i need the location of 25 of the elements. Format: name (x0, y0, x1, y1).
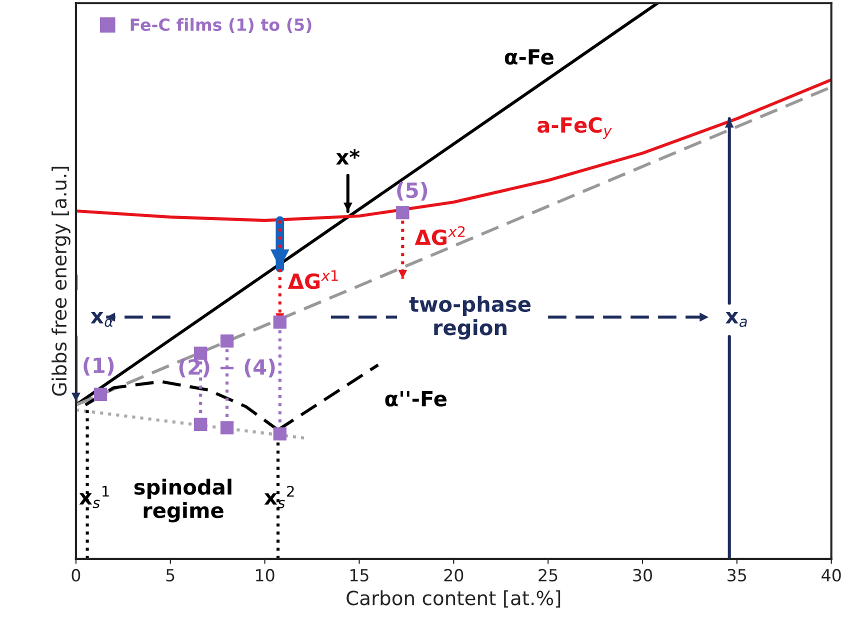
annotation: x* (336, 149, 360, 164)
x-tick-label: 5 (166, 569, 174, 582)
y-axis-title: Gibbs free energy [a.u.] (52, 166, 70, 396)
annotation: x$_{a}$ (726, 312, 747, 327)
x-tick-label: 35 (728, 568, 746, 582)
x-tick-label: 40 (822, 568, 841, 582)
annotation: α''-Fe (385, 391, 446, 407)
annotation: ΔG$^{x1}$ (288, 270, 338, 290)
annotation: (1) (84, 357, 114, 376)
annotation: spinodal regime (134, 478, 232, 522)
annotation: x$_{α}$ (90, 312, 114, 327)
x-tick-label: 30 (633, 568, 652, 582)
annotation: a-FeC$_{y}$ (537, 117, 612, 140)
annotation: α-Fe (504, 49, 554, 65)
x-tick-label: 10 (256, 568, 274, 582)
legend-label: Fe-C films (1) to (5) (130, 18, 312, 33)
annotation: x$_{s}$$^{2}$ (264, 486, 294, 508)
x-tick-label: 20 (444, 568, 464, 582)
annotation: ΔG$^{x2}$ (414, 226, 465, 246)
x-tick-label: 15 (350, 569, 368, 582)
annotation: two-phase region (409, 296, 531, 340)
x-tick-label: 25 (538, 568, 558, 582)
x-tick-label: 0 (72, 568, 80, 582)
annotation: (5) (397, 182, 428, 201)
x-axis-title: Carbon content [at.%] (346, 590, 560, 608)
